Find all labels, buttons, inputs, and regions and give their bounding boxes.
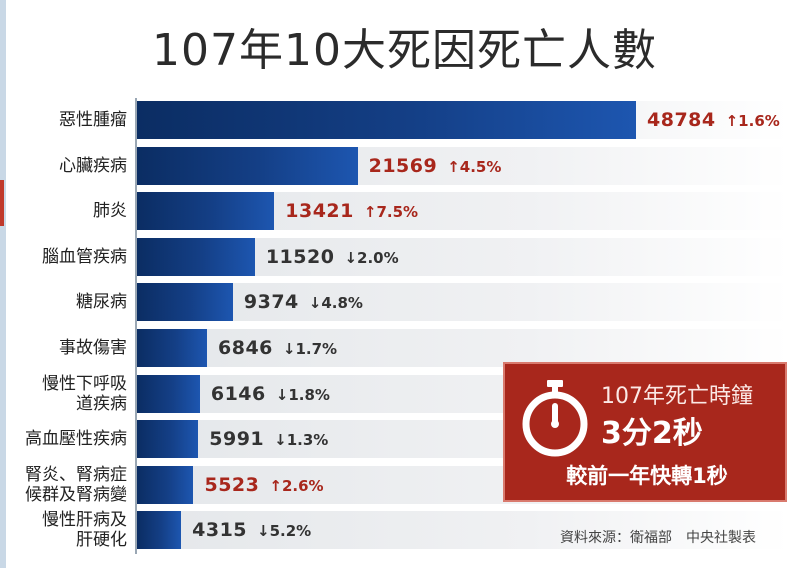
category-label-line: 腎炎、腎病症 [25, 465, 127, 485]
bar [137, 192, 275, 230]
value-label: 4315 ↓5.2% [192, 511, 311, 550]
category-label-line: 事故傷害 [59, 338, 127, 358]
value-label: 48784 ↑1.6% [647, 101, 780, 140]
category-label-line: 肝硬化 [76, 530, 127, 550]
value-number: 6846 [218, 337, 273, 359]
category-label: 心臟疾病 [0, 156, 127, 176]
row-background [137, 283, 789, 321]
category-label-line: 高血壓性疾病 [25, 429, 127, 449]
value-label: 9374 ↓4.8% [244, 283, 363, 322]
category-label: 肺炎 [0, 201, 127, 221]
bar [137, 420, 199, 458]
category-label: 惡性腫瘤 [0, 110, 127, 130]
change-down-label: ↓2.0% [344, 249, 399, 267]
category-label-line: 糖尿病 [76, 292, 127, 312]
category-label: 高血壓性疾病 [0, 429, 127, 449]
bar [137, 101, 636, 139]
value-number: 11520 [265, 246, 335, 268]
row-background [137, 329, 789, 367]
bar [137, 147, 358, 185]
value-number: 21569 [368, 155, 438, 177]
category-label-line: 慢性肝病及 [42, 510, 127, 530]
value-label: 5523 ↑2.6% [204, 466, 323, 505]
category-label-line: 惡性腫瘤 [59, 110, 127, 130]
change-down-label: ↓5.2% [257, 522, 312, 540]
change-up-label: ↑2.6% [269, 477, 324, 495]
value-label: 6146 ↓1.8% [211, 375, 330, 414]
death-clock-label: 107年死亡時鐘 [601, 384, 753, 409]
change-down-label: ↓1.7% [282, 340, 338, 358]
value-label: 5991 ↓1.3% [209, 420, 328, 459]
bar [137, 466, 194, 504]
row-background [137, 511, 789, 549]
category-label-line: 道疾病 [76, 394, 127, 414]
category-label-line: 候群及腎病變 [25, 485, 127, 505]
value-number: 5991 [209, 428, 265, 450]
value-label: 11520 ↓2.0% [266, 238, 399, 277]
category-label-line: 慢性下呼吸 [42, 374, 127, 394]
bar [137, 329, 208, 367]
value-label: 13421 ↑7.5% [285, 192, 418, 231]
left-accent-marker [0, 180, 4, 226]
category-label-line: 心臟疾病 [59, 156, 127, 176]
left-accent-stripe [0, 0, 6, 568]
category-label-line: 腦血管疾病 [42, 247, 127, 267]
bar [137, 375, 200, 413]
category-label-line: 肺炎 [93, 201, 127, 221]
value-label: 6846 ↓1.7% [218, 329, 337, 368]
category-label: 事故傷害 [0, 338, 127, 358]
chart-title: 107年10大死因死亡人數 [152, 25, 657, 76]
value-number: 9374 [243, 291, 299, 313]
stopwatch-icon [522, 380, 588, 457]
category-label: 腎炎、腎病症 候群及腎病變 [0, 465, 127, 505]
value-number: 4315 [192, 519, 248, 541]
change-down-label: ↓1.8% [275, 386, 330, 404]
category-label: 慢性下呼吸 道疾病 [0, 374, 127, 414]
death-clock-comparison: 較前一年快轉1秒 [566, 464, 728, 488]
category-label: 糖尿病 [0, 292, 127, 312]
y-axis-line [135, 98, 137, 554]
category-label: 慢性肝病及 肝硬化 [0, 510, 127, 550]
category-label: 腦血管疾病 [0, 247, 127, 267]
bar [137, 238, 255, 276]
death-clock-box: 107年死亡時鐘 3分2秒 較前一年快轉1秒 [503, 362, 787, 502]
source-note: 資料來源：衛福部 中央社製表 [560, 530, 756, 546]
bar [137, 511, 182, 549]
death-clock-value: 3分2秒 [601, 416, 703, 451]
change-up-label: ↑1.6% [725, 112, 780, 130]
value-number: 6146 [210, 383, 266, 405]
change-up-label: ↑7.5% [363, 203, 419, 221]
value-label: 21569 ↑4.5% [369, 147, 502, 186]
value-number: 13421 [285, 200, 354, 222]
value-number: 5523 [204, 474, 260, 496]
change-down-label: ↓4.8% [308, 294, 363, 312]
value-number: 48784 [647, 109, 716, 131]
bar [137, 283, 233, 321]
change-up-label: ↑4.5% [447, 158, 502, 176]
change-down-label: ↓1.3% [274, 431, 329, 449]
